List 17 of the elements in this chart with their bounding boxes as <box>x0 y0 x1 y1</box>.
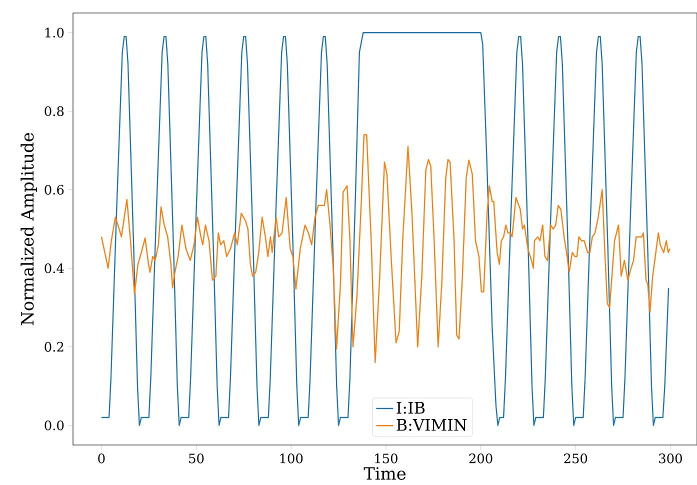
y-tick-label: 0.4 <box>44 263 64 274</box>
y-tick-label: 0.2 <box>44 342 64 352</box>
x-axis-title: Time <box>364 467 406 480</box>
legend-label: B:VIMIN <box>396 419 467 431</box>
y-tick-label: 0.6 <box>44 184 64 195</box>
y-tick-label: 0.0 <box>44 420 64 430</box>
y-tick-label: 0.8 <box>44 106 64 116</box>
x-tick-label: 100 <box>280 454 303 464</box>
legend-label: I:IB <box>396 402 425 414</box>
x-tick-label: 300 <box>659 454 682 464</box>
y-axis-title: Normalized Amplitude <box>20 132 38 326</box>
x-tick-label: 0 <box>98 454 105 464</box>
x-tick-label: 50 <box>189 454 204 464</box>
x-tick-label: 250 <box>564 454 588 464</box>
x-tick-label: 150 <box>375 454 398 464</box>
y-tick-label: 1.0 <box>45 28 64 38</box>
x-tick-label: 200 <box>469 454 492 464</box>
